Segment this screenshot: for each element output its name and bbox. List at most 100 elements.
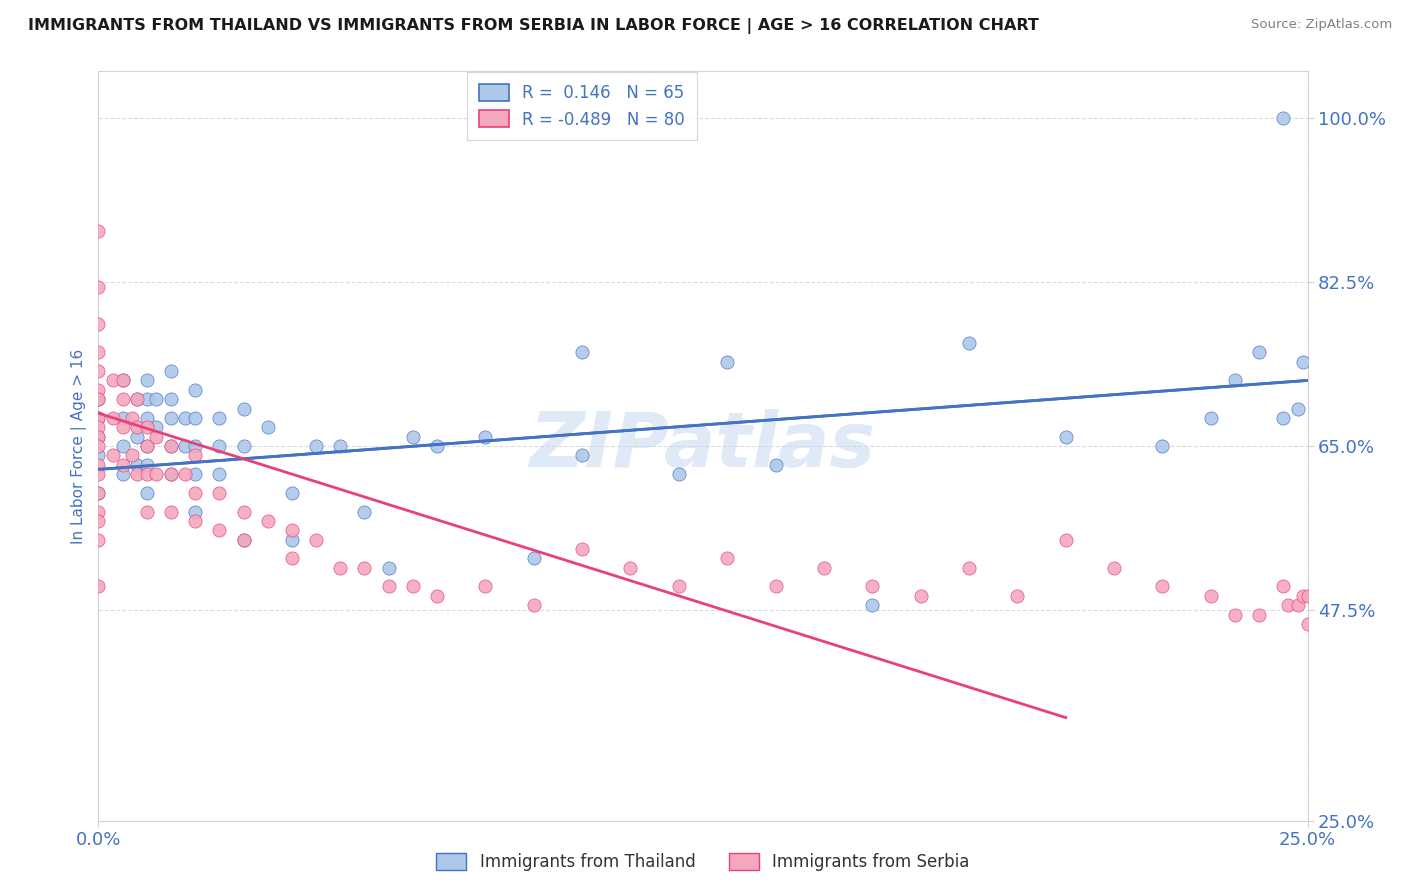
Point [232, 401, 254, 416]
Point [860, 599, 883, 613]
Point [87, 280, 110, 294]
Point [160, 467, 183, 482]
Point [571, 541, 593, 557]
Point [87, 383, 110, 397]
Point [208, 410, 231, 425]
Point [87, 410, 110, 425]
Point [1272, 580, 1295, 594]
Point [87, 410, 110, 425]
Point [111, 410, 134, 425]
Point [87, 467, 110, 482]
Point [87, 392, 110, 407]
Point [1292, 355, 1315, 369]
Point [135, 420, 157, 434]
Point [281, 485, 304, 500]
Point [135, 439, 157, 453]
Point [1272, 112, 1295, 126]
Point [716, 355, 738, 369]
Point [87, 439, 110, 453]
Point [208, 485, 231, 500]
Point [1199, 589, 1222, 603]
Point [1277, 599, 1299, 613]
Point [127, 392, 149, 407]
Point [160, 392, 183, 407]
Point [523, 599, 546, 613]
Point [860, 580, 883, 594]
Point [111, 420, 134, 434]
Point [1296, 589, 1319, 603]
Point [184, 439, 207, 453]
Point [305, 439, 328, 453]
Point [281, 523, 304, 537]
Point [184, 514, 207, 528]
Point [910, 589, 932, 603]
Point [111, 392, 134, 407]
Point [87, 364, 110, 378]
Point [174, 467, 197, 482]
Point [160, 410, 183, 425]
Point [1054, 430, 1077, 444]
Point [111, 467, 134, 482]
Point [765, 458, 787, 472]
Point [127, 467, 149, 482]
Point [256, 420, 278, 434]
Point [87, 458, 110, 472]
Point [184, 410, 207, 425]
Point [87, 223, 110, 237]
Point [232, 533, 254, 547]
Point [619, 561, 641, 575]
Text: Source: ZipAtlas.com: Source: ZipAtlas.com [1251, 18, 1392, 31]
Point [474, 580, 496, 594]
Point [1152, 580, 1174, 594]
Point [232, 533, 254, 547]
Point [184, 448, 207, 462]
Point [1102, 561, 1125, 575]
Point [184, 505, 207, 519]
Point [160, 467, 183, 482]
Point [87, 485, 110, 500]
Point [135, 467, 157, 482]
Point [1286, 401, 1309, 416]
Point [377, 561, 399, 575]
Point [121, 448, 143, 462]
Point [160, 505, 183, 519]
Point [87, 345, 110, 359]
Point [1152, 439, 1174, 453]
Point [111, 439, 134, 453]
Point [402, 580, 425, 594]
Y-axis label: In Labor Force | Age > 16: In Labor Force | Age > 16 [72, 349, 87, 543]
Point [523, 551, 546, 566]
Point [668, 467, 690, 482]
Point [127, 420, 149, 434]
Point [174, 410, 197, 425]
Point [426, 439, 449, 453]
Point [184, 467, 207, 482]
Point [111, 374, 134, 388]
Point [135, 392, 157, 407]
Point [160, 364, 183, 378]
Point [474, 430, 496, 444]
Point [87, 485, 110, 500]
Point [121, 410, 143, 425]
Point [127, 458, 149, 472]
Point [145, 420, 167, 434]
Point [1249, 345, 1271, 359]
Point [716, 551, 738, 566]
Point [145, 430, 167, 444]
Point [957, 561, 980, 575]
Point [813, 561, 835, 575]
Point [281, 533, 304, 547]
Point [160, 439, 183, 453]
Point [668, 580, 690, 594]
Point [1249, 607, 1271, 622]
Point [571, 345, 593, 359]
Point [87, 392, 110, 407]
Point [377, 580, 399, 594]
Point [101, 448, 124, 462]
Point [127, 392, 149, 407]
Point [305, 533, 328, 547]
Point [329, 561, 352, 575]
Point [353, 505, 375, 519]
Point [1223, 607, 1246, 622]
Point [174, 439, 197, 453]
